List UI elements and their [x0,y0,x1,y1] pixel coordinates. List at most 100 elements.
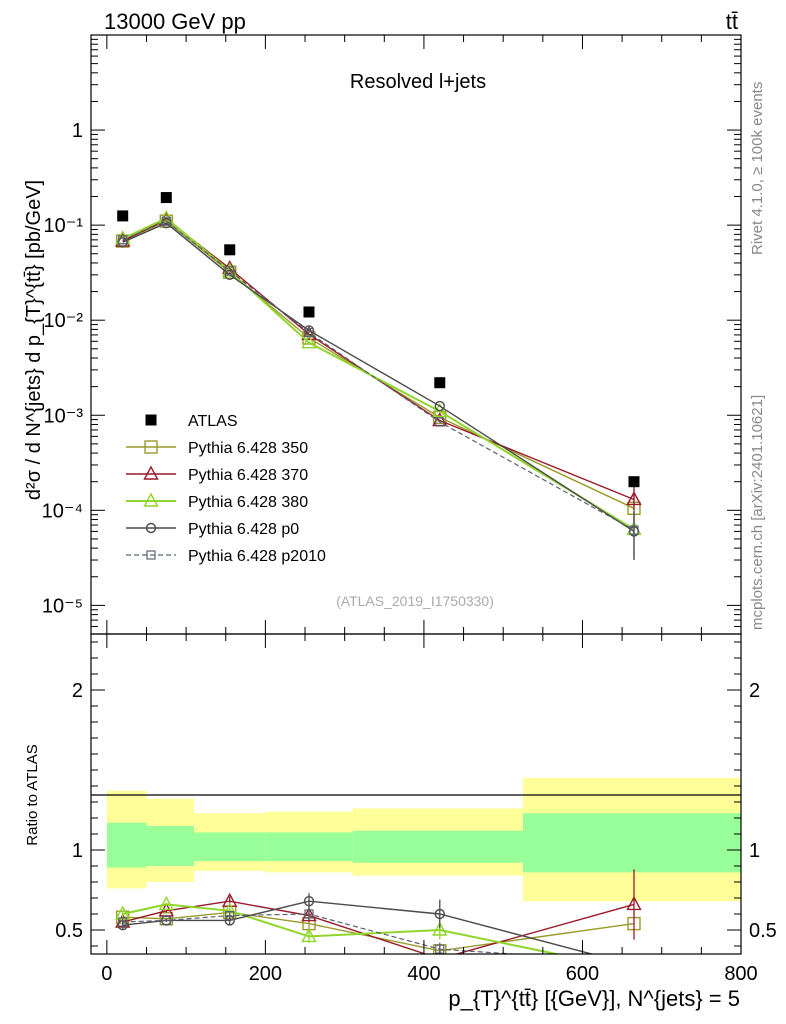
ratio-y-tick-label: 2 [749,680,760,702]
series-line [122,218,635,501]
legend-marker [145,522,157,534]
y-tick-label: 10⁻¹ [44,215,84,237]
data-point [434,377,446,389]
legend-label: ATLAS [188,413,238,430]
data-point [224,244,236,256]
ratio-line [122,913,522,954]
band-inner [265,832,353,862]
legend-marker [145,414,157,426]
ratio-panel-ticks [91,634,742,954]
data-point [629,525,639,535]
ratio-line [122,900,635,954]
data-point [160,192,172,204]
data-point [626,491,642,506]
rivet-label: Rivet 4.1.0, ≥ 100k events [749,82,766,255]
ratio-y-tick-label: 2 [72,680,83,702]
data-point [432,402,448,418]
data-point [117,210,129,222]
legend-marker [146,550,156,560]
legend-marker [143,492,159,507]
process-label: tt̄ [726,9,738,34]
main-panel-tick-labels: 10⁻⁵ 10⁻⁴ 10⁻³ 10⁻² 10⁻¹ 1 [42,120,84,617]
uncertainty-bands [106,778,741,902]
series-line [122,220,635,531]
ratio-point [118,917,128,927]
data-point [118,235,128,245]
y-tick-label: 10⁻⁴ [42,500,83,522]
ratio-panel-tick-labels: 0.5 0.5 1 1 2 2 0 200 400 600 800 [55,680,777,985]
band-inner [146,826,195,866]
data-point [628,476,640,488]
data-point [301,334,317,349]
x-tick-label: 0 [101,963,112,985]
ratio-y-tick-label: 1 [72,840,83,862]
x-tick-label: 200 [249,963,282,985]
legend-label: Pythia 6.428 p0 [188,521,299,538]
y-tick-label: 1 [72,120,83,142]
ratio-point [301,927,317,943]
main-panel: 10⁻⁵ 10⁻⁴ 10⁻³ 10⁻² 10⁻¹ 1 ATLAS Pythia 6.428 … [23,34,742,635]
data-point [222,262,238,277]
x-tick-label: 800 [724,963,757,985]
band-inner [194,832,266,862]
legend-label: Pythia 6.428 380 [188,494,308,511]
y-tick-label: 10⁻⁵ [42,595,83,617]
legend-marker [143,465,159,480]
mcplots-label: mcplots.cern.ch [arXiv:2401.10621] [749,395,766,630]
x-tick-label: 400 [407,963,440,985]
y-tick-label: 10⁻³ [44,405,84,427]
ratio-y-tick-label: 1 [749,840,760,862]
y-tick-label: 10⁻² [44,310,84,332]
band-inner [352,830,524,863]
data-point [303,306,315,318]
legend-label: Pythia 6.428 p2010 [188,548,326,565]
ratio-point [626,895,642,911]
ratio-line [122,903,562,954]
ratio-point [222,892,238,907]
legend: ATLAS Pythia 6.428 350 Pythia 6.428 370 Pyt… [126,413,326,565]
ratio-point [161,915,171,926]
ratio-point [629,961,638,970]
band-inner [523,813,741,873]
ratio-point [225,910,235,921]
ratio-line [122,911,635,952]
chart-title: Resolved l+jets [350,71,486,93]
x-tick-label: 600 [566,963,599,985]
main-y-axis-label: d²σ / d N^{jets} d p_{T}^{tt̄} [pb/GeV] [23,180,45,500]
series-line [122,220,635,509]
analysis-tag: (ATLAS_2019_I1750330) [336,593,494,609]
ratio-y-axis-label: Ratio to ATLAS [24,744,41,845]
data-point [304,328,314,338]
legend-label: Pythia 6.428 370 [188,467,308,484]
main-panel-series [115,192,642,561]
band-inner [106,822,147,868]
data-point [435,417,445,427]
energy-label: 13000 GeV pp [104,9,246,34]
ratio-point [303,896,315,907]
ratio-point [435,944,445,954]
series-line [122,222,635,532]
main-panel-ticks [91,35,742,634]
x-axis-label: p_{T}^{tt̄} [{GeV}], N^{jets} = 5 [448,986,740,1011]
data-point [115,232,131,247]
ratio-point [158,895,174,911]
ratio-panel-series [115,869,642,975]
ratio-y-tick-label: 0.5 [55,920,83,942]
data-point [161,216,171,226]
ratio-y-tick-label: 0.5 [749,920,777,942]
ratio-point [432,921,448,936]
ratio-panel-frame [90,633,742,955]
ratio-point [627,963,640,975]
ratio-panel: 0.5 0.5 1 1 2 2 0 200 400 600 800 Ratio to ATLAS p… [24,633,777,1011]
ratio-point [301,907,317,922]
ratio-point [630,958,638,966]
legend-marker [144,440,158,454]
data-point [225,266,235,276]
data-point [434,400,445,412]
ratio-point [434,908,445,920]
main-panel-frame [90,34,742,635]
series-line [122,217,635,531]
ratio-point [304,909,314,919]
legend-label: Pythia 6.428 350 [188,440,308,457]
